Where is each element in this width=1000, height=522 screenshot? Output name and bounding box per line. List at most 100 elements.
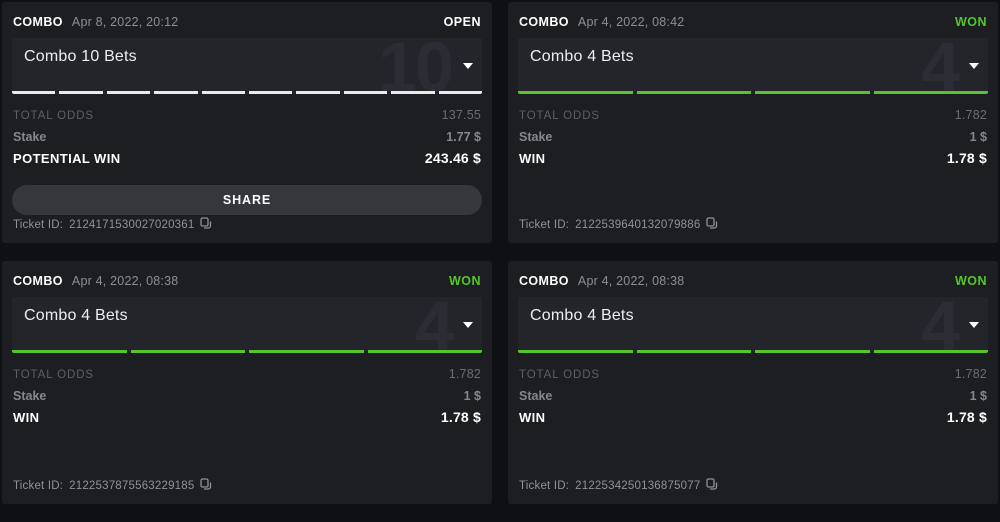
bet-card-header: COMBO Apr 8, 2022, 20:12 OPEN — [12, 13, 482, 29]
ticket-row: Ticket ID: 2122534250136875077 — [518, 478, 988, 494]
bet-card-header: COMBO Apr 4, 2022, 08:42 WON — [518, 13, 988, 29]
copy-icon — [706, 478, 718, 494]
stake-row: Stake 1.77 $ — [13, 127, 481, 148]
stake-label: Stake — [519, 389, 553, 403]
result-row: WIN 1.78 $ — [13, 407, 481, 428]
ticket-id: 2122534250136875077 — [575, 480, 701, 492]
bet-figures: TOTAL ODDS 1.782 Stake 1 $ WIN 1.78 $ — [12, 364, 482, 428]
bet-card-header: COMBO Apr 4, 2022, 08:38 WON — [518, 272, 988, 288]
bet-segments — [12, 91, 482, 94]
bet-type-label: COMBO — [519, 274, 569, 288]
bet-type-label: COMBO — [519, 15, 569, 29]
copy-ticket-id-button[interactable] — [706, 478, 718, 494]
total-odds-row: TOTAL ODDS 1.782 — [519, 364, 987, 386]
result-row: WIN 1.78 $ — [519, 148, 987, 169]
bet-card: COMBO Apr 4, 2022, 08:38 WON 4 Combo 4 B… — [508, 261, 998, 504]
stake-value: 1.77 $ — [446, 130, 481, 144]
total-odds-value: 1.782 — [954, 367, 987, 381]
ticket-label: Ticket ID: — [519, 219, 570, 231]
result-value: 1.78 $ — [440, 409, 481, 425]
bet-summary-toggle[interactable]: 4 Combo 4 Bets — [518, 297, 988, 353]
bet-datetime: Apr 4, 2022, 08:42 — [577, 15, 685, 29]
total-odds-label: TOTAL ODDS — [519, 110, 600, 122]
bet-figures: TOTAL ODDS 137.55 Stake 1.77 $ POTENTIAL… — [12, 105, 482, 169]
total-odds-value: 137.55 — [441, 108, 481, 122]
result-label: POTENTIAL WIN — [13, 151, 121, 166]
bet-title: Combo 4 Bets — [24, 307, 128, 324]
status-badge: WON — [448, 274, 481, 288]
share-button[interactable]: SHARE — [12, 185, 482, 215]
total-odds-row: TOTAL ODDS 1.782 — [13, 364, 481, 386]
chevron-down-icon[interactable] — [463, 322, 473, 328]
result-label: WIN — [13, 410, 40, 425]
copy-icon — [200, 478, 212, 494]
total-odds-value: 1.782 — [954, 108, 987, 122]
copy-ticket-id-button[interactable] — [200, 217, 212, 233]
stake-row: Stake 1 $ — [13, 386, 481, 407]
bet-card: COMBO Apr 4, 2022, 08:38 WON 4 Combo 4 B… — [2, 261, 492, 504]
copy-icon — [200, 217, 212, 233]
total-odds-row: TOTAL ODDS 1.782 — [519, 105, 987, 127]
result-value: 1.78 $ — [946, 409, 987, 425]
result-label: WIN — [519, 151, 546, 166]
copy-ticket-id-button[interactable] — [706, 217, 718, 233]
result-row: WIN 1.78 $ — [519, 407, 987, 428]
status-badge: WON — [954, 15, 987, 29]
copy-icon — [706, 217, 718, 233]
result-row: POTENTIAL WIN 243.46 $ — [13, 148, 481, 169]
ticket-id: 2122537875563229185 — [69, 480, 195, 492]
bet-card-header: COMBO Apr 4, 2022, 08:38 WON — [12, 272, 482, 288]
bet-figures: TOTAL ODDS 1.782 Stake 1 $ WIN 1.78 $ — [518, 364, 988, 428]
ticket-label: Ticket ID: — [13, 480, 64, 492]
copy-ticket-id-button[interactable] — [200, 478, 212, 494]
bet-count-watermark: 4 — [921, 38, 960, 94]
stake-value: 1 $ — [463, 389, 481, 403]
bet-title: Combo 4 Bets — [530, 307, 634, 324]
bet-count-watermark: 4 — [921, 297, 960, 353]
bet-title: Combo 10 Bets — [24, 48, 137, 65]
ticket-row: Ticket ID: 2124171530027020361 — [12, 217, 482, 233]
bet-history-grid: COMBO Apr 8, 2022, 20:12 OPEN 10 Combo 1… — [2, 2, 998, 504]
ticket-row: Ticket ID: 2122537875563229185 — [12, 478, 482, 494]
total-odds-label: TOTAL ODDS — [13, 369, 94, 381]
bet-summary-toggle[interactable]: 10 Combo 10 Bets — [12, 38, 482, 94]
total-odds-label: TOTAL ODDS — [13, 110, 94, 122]
ticket-label: Ticket ID: — [519, 480, 570, 492]
bet-card: COMBO Apr 4, 2022, 08:42 WON 4 Combo 4 B… — [508, 2, 998, 243]
bet-type-label: COMBO — [13, 15, 63, 29]
chevron-down-icon[interactable] — [969, 322, 979, 328]
total-odds-row: TOTAL ODDS 137.55 — [13, 105, 481, 127]
bet-segments — [518, 91, 988, 94]
ticket-label: Ticket ID: — [13, 219, 64, 231]
bet-count-watermark: 10 — [378, 38, 454, 94]
chevron-down-icon[interactable] — [969, 63, 979, 69]
bet-summary-toggle[interactable]: 4 Combo 4 Bets — [518, 38, 988, 94]
stake-value: 1 $ — [969, 130, 987, 144]
stake-label: Stake — [13, 389, 47, 403]
bet-datetime: Apr 4, 2022, 08:38 — [71, 274, 179, 288]
total-odds-label: TOTAL ODDS — [519, 369, 600, 381]
stake-row: Stake 1 $ — [519, 127, 987, 148]
bet-segments — [12, 350, 482, 353]
bet-segments — [518, 350, 988, 353]
ticket-id: 2124171530027020361 — [69, 219, 195, 231]
stake-row: Stake 1 $ — [519, 386, 987, 407]
bet-card: COMBO Apr 8, 2022, 20:12 OPEN 10 Combo 1… — [2, 2, 492, 243]
chevron-down-icon[interactable] — [463, 63, 473, 69]
bet-datetime: Apr 8, 2022, 20:12 — [71, 15, 179, 29]
bet-title: Combo 4 Bets — [530, 48, 634, 65]
ticket-row: Ticket ID: 2122539640132079886 — [518, 217, 988, 233]
bet-count-watermark: 4 — [415, 297, 454, 353]
total-odds-value: 1.782 — [448, 367, 481, 381]
result-value: 1.78 $ — [946, 150, 987, 166]
status-badge: OPEN — [443, 15, 481, 29]
bet-datetime: Apr 4, 2022, 08:38 — [577, 274, 685, 288]
bet-summary-toggle[interactable]: 4 Combo 4 Bets — [12, 297, 482, 353]
bet-type-label: COMBO — [13, 274, 63, 288]
ticket-id: 2122539640132079886 — [575, 219, 701, 231]
result-label: WIN — [519, 410, 546, 425]
status-badge: WON — [954, 274, 987, 288]
stake-label: Stake — [519, 130, 553, 144]
stake-label: Stake — [13, 130, 47, 144]
stake-value: 1 $ — [969, 389, 987, 403]
